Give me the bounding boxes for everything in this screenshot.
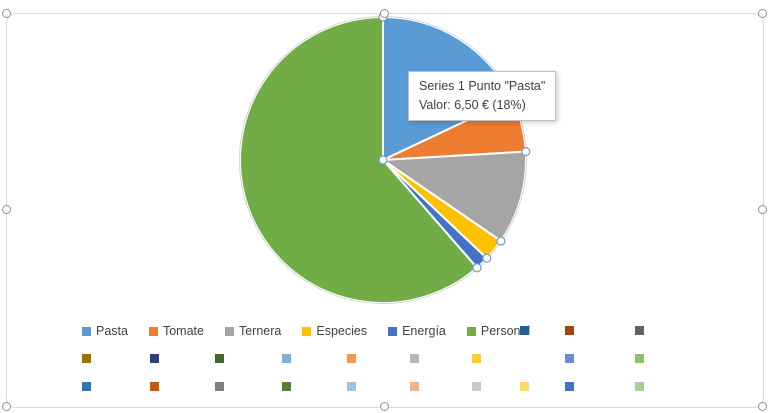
data-tooltip: Series 1 Punto "Pasta" Valor: 6,50 € (18… — [408, 71, 557, 121]
legend-item-label: Personal — [480, 324, 531, 338]
legend-key-swatch — [148, 326, 158, 336]
selection-handle[interactable] — [2, 9, 11, 18]
legend-item-personal[interactable]: Personal — [466, 324, 531, 338]
legend-item-ternera[interactable]: Ternera — [224, 324, 282, 338]
legend-swatch[interactable] — [410, 382, 419, 391]
selection-handle[interactable] — [758, 205, 767, 214]
legend-swatch[interactable] — [565, 326, 574, 335]
legend-swatch[interactable] — [282, 354, 291, 363]
legend-swatch[interactable] — [565, 382, 574, 391]
legend-swatch[interactable] — [82, 354, 91, 363]
legend-item-especies[interactable]: Especies — [302, 324, 367, 338]
selection-handle[interactable] — [758, 9, 767, 18]
legend-swatch[interactable] — [635, 354, 644, 363]
legend-swatch[interactable] — [472, 382, 481, 391]
legend-item-tomate[interactable]: Tomate — [148, 324, 204, 338]
legend-swatch[interactable] — [82, 382, 91, 391]
tooltip-value-line: Valor: 6,50 € (18%) — [419, 97, 526, 112]
legend-item-label: Tomate — [162, 324, 204, 338]
legend-swatch[interactable] — [150, 354, 159, 363]
chart-legend: Pasta Tomate Ternera Especies Energía Persona… — [75, 322, 725, 408]
legend-item-label: Ternera — [238, 324, 282, 338]
data-point-handle[interactable] — [378, 155, 388, 165]
legend-swatch[interactable] — [565, 354, 574, 363]
legend-item-pasta[interactable]: Pasta — [82, 324, 128, 338]
legend-item-label: Energía — [402, 324, 446, 338]
legend-swatch[interactable] — [215, 354, 224, 363]
legend-item-energía[interactable]: Energía — [388, 324, 446, 338]
selection-handle[interactable] — [380, 9, 389, 18]
data-point-handle[interactable] — [496, 236, 506, 246]
data-point-handle[interactable] — [472, 263, 482, 273]
selection-handle[interactable] — [380, 402, 389, 411]
tooltip-series-line: Series 1 Punto "Pasta" — [419, 79, 546, 93]
legend-swatch[interactable] — [282, 382, 291, 391]
selection-handle[interactable] — [2, 205, 11, 214]
legend-key-swatch — [466, 326, 476, 336]
pie-slice-personal[interactable] — [239, 16, 478, 304]
selection-handle[interactable] — [2, 402, 11, 411]
selection-handle[interactable] — [758, 402, 767, 411]
legend-key-swatch — [302, 326, 312, 336]
data-point-handle[interactable] — [521, 147, 531, 157]
legend-swatch[interactable] — [520, 326, 529, 335]
legend-key-swatch — [82, 326, 91, 336]
legend-swatch[interactable] — [635, 326, 644, 335]
legend-swatch[interactable] — [347, 354, 356, 363]
legend-swatch[interactable] — [410, 354, 419, 363]
legend-item-label: Especies — [316, 324, 368, 338]
legend-swatch[interactable] — [520, 382, 529, 391]
legend-swatch[interactable] — [347, 382, 356, 391]
legend-swatch[interactable] — [635, 382, 644, 391]
legend-swatch[interactable] — [150, 382, 159, 391]
legend-swatch[interactable] — [215, 382, 224, 391]
legend-key-swatch — [224, 326, 234, 336]
legend-key-swatch — [388, 326, 398, 336]
legend-item-label: Pasta — [96, 324, 128, 338]
legend-swatch[interactable] — [472, 354, 481, 363]
data-point-handle[interactable] — [482, 253, 492, 263]
legend-row-1: Pasta Tomate Ternera Especies Energía Persona… — [82, 322, 530, 340]
